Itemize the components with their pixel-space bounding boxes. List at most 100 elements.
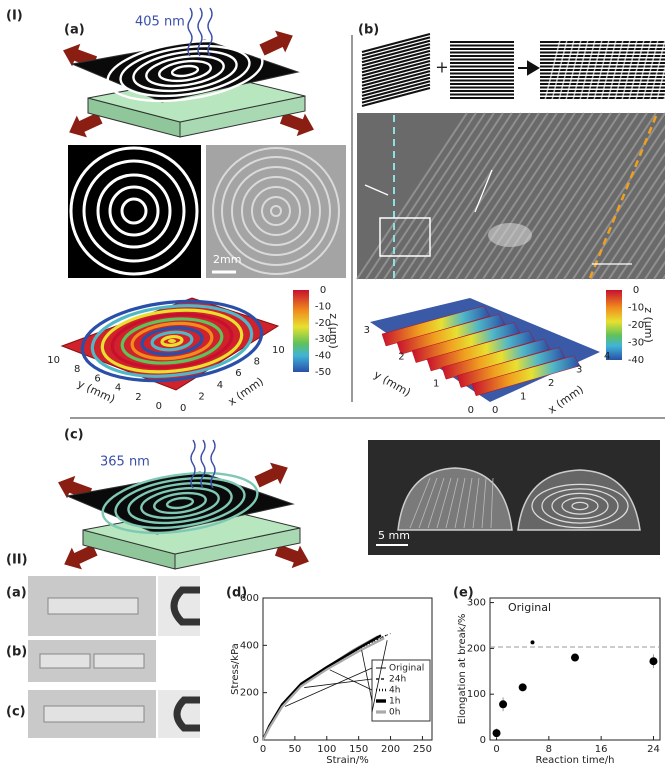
surface-ring bbox=[130, 321, 214, 361]
ring bbox=[241, 176, 311, 246]
light-wave bbox=[187, 7, 193, 57]
y-tick-label: 400 bbox=[240, 640, 259, 651]
legend-label: 4h bbox=[389, 686, 400, 696]
moire-stripe bbox=[593, 39, 610, 101]
panel-label: (c) bbox=[64, 428, 84, 443]
colorbar-tick-label: -20 bbox=[315, 318, 331, 329]
stripe bbox=[361, 83, 431, 104]
reference-point bbox=[530, 640, 535, 645]
x-tick-label: 150 bbox=[349, 744, 368, 755]
ring bbox=[114, 476, 246, 530]
fringe bbox=[636, 113, 671, 279]
colorbar-tick-label: -30 bbox=[315, 334, 331, 345]
point bbox=[492, 729, 501, 738]
legend-pointer bbox=[361, 650, 373, 702]
fringe bbox=[357, 113, 467, 279]
arrow bbox=[279, 112, 314, 137]
surface-ring bbox=[100, 308, 244, 374]
arrow bbox=[64, 544, 98, 570]
axis-tick-label: 0 bbox=[180, 403, 186, 414]
axis-tick-label: 10 bbox=[47, 355, 60, 366]
part-label: (II) bbox=[6, 553, 28, 568]
fringe bbox=[564, 113, 671, 279]
sample bbox=[39, 653, 91, 669]
axis-tick-label: 4 bbox=[604, 351, 610, 362]
bright-spot bbox=[488, 223, 532, 247]
ring bbox=[212, 147, 340, 275]
layout bbox=[28, 7, 671, 738]
axis-tick-label: 8 bbox=[74, 364, 80, 375]
panel-label: (b) bbox=[358, 23, 379, 38]
stripe bbox=[361, 76, 431, 97]
axis-tick-label: 3 bbox=[364, 325, 370, 336]
stripe bbox=[361, 80, 431, 101]
fringe bbox=[420, 113, 530, 279]
panel-label: (a) bbox=[6, 586, 27, 601]
lens-texture bbox=[436, 477, 452, 529]
point bbox=[571, 653, 579, 662]
fringe bbox=[618, 113, 671, 279]
ring bbox=[127, 481, 233, 525]
ring bbox=[165, 496, 195, 510]
fringe bbox=[609, 113, 671, 279]
fringe bbox=[483, 113, 593, 279]
x-tick-label: 16 bbox=[595, 744, 608, 755]
fringe bbox=[438, 113, 548, 279]
fringe bbox=[537, 113, 647, 279]
wavelength: 365 nm bbox=[100, 455, 150, 470]
moire-stripe bbox=[607, 39, 624, 101]
stripe bbox=[361, 66, 431, 87]
fringe bbox=[645, 113, 671, 279]
lens-texture bbox=[454, 477, 466, 529]
x-tick-label: 50 bbox=[289, 744, 302, 755]
ring bbox=[106, 39, 264, 103]
x-tick-label: 250 bbox=[413, 744, 432, 755]
lens-ring bbox=[561, 497, 599, 515]
moire-stripe bbox=[565, 39, 582, 101]
y-tick-label: 100 bbox=[467, 689, 486, 700]
stripe bbox=[361, 43, 431, 64]
colorbar bbox=[606, 290, 622, 360]
y-axis-label: Elongation at break/% bbox=[457, 614, 468, 725]
moire-stripe bbox=[579, 39, 596, 101]
moire-stripe bbox=[621, 39, 638, 101]
x-tick-label: 0 bbox=[260, 744, 266, 755]
legend-pointer bbox=[329, 669, 373, 691]
panel-label: (d) bbox=[226, 586, 247, 601]
light-wave bbox=[190, 439, 196, 489]
axis-tick-label: 0 bbox=[468, 405, 474, 416]
series-line bbox=[262, 633, 391, 741]
stripe bbox=[361, 33, 431, 53]
reference-label: Original bbox=[508, 601, 551, 614]
legend-label: Original bbox=[389, 664, 424, 674]
fringe bbox=[456, 113, 566, 279]
moire-stripe bbox=[663, 68, 671, 101]
colorbar-tick-label: -40 bbox=[315, 351, 331, 362]
axis-tick-label: 6 bbox=[235, 368, 241, 379]
point bbox=[518, 683, 527, 692]
fringe bbox=[528, 113, 638, 279]
panel-label: (e) bbox=[453, 586, 474, 601]
guide-line bbox=[588, 115, 658, 279]
colorbar-tick-label: -40 bbox=[628, 355, 644, 366]
surface-ring bbox=[150, 330, 194, 352]
fringe bbox=[546, 113, 656, 279]
wavelength: 405 nm bbox=[135, 15, 185, 30]
colorbar-tick-label: -20 bbox=[628, 320, 644, 331]
fringe bbox=[573, 113, 671, 279]
scale-bar-label: 2mm bbox=[213, 253, 241, 266]
axis-tick-label: 4 bbox=[115, 383, 121, 394]
y-tick-label: 0 bbox=[480, 735, 486, 746]
axis-tick-label: 2 bbox=[198, 391, 204, 402]
lens-texture bbox=[445, 477, 459, 529]
ring bbox=[221, 156, 331, 266]
ring bbox=[170, 64, 200, 78]
ridge bbox=[456, 347, 566, 388]
arrow bbox=[259, 30, 293, 56]
colorbar bbox=[293, 290, 309, 372]
axis-tick-label: 0 bbox=[492, 405, 498, 416]
line-pattern bbox=[450, 40, 514, 100]
x-tick-label: 200 bbox=[381, 744, 400, 755]
fringe bbox=[492, 113, 602, 279]
ridge bbox=[411, 322, 521, 363]
